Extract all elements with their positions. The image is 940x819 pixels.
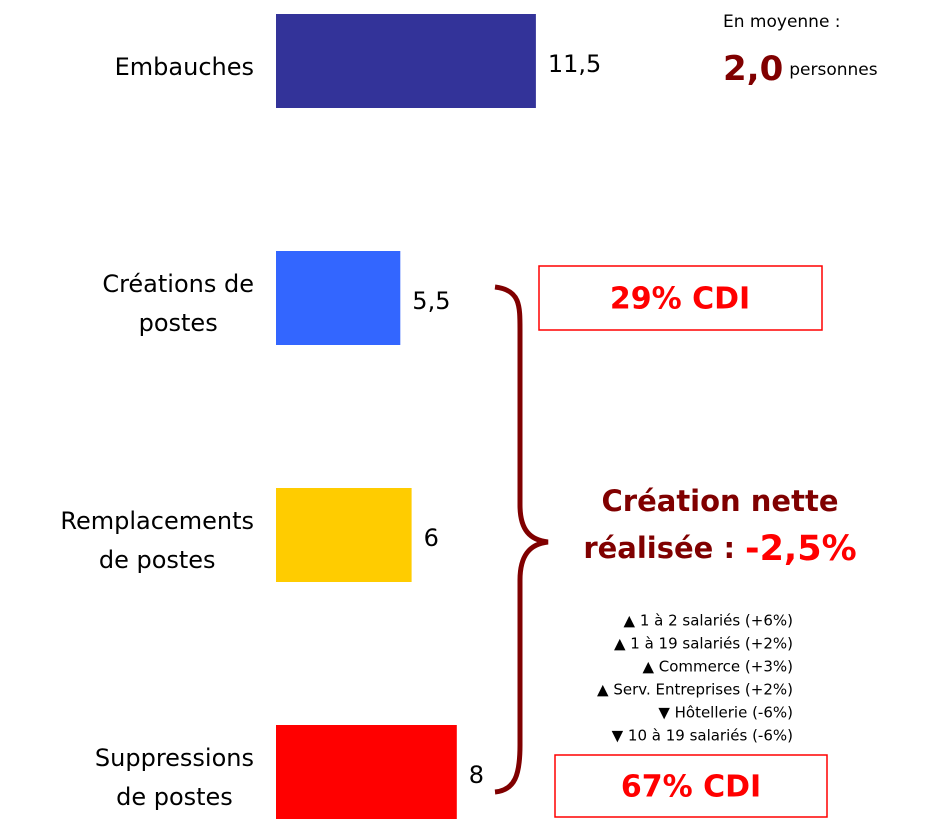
detail: ▲ Serv. Entreprises (+2%) — [597, 681, 793, 699]
brace — [494, 284, 549, 795]
box-text: 29% CDI — [610, 282, 750, 317]
bar — [276, 14, 536, 108]
net-line: réalisée : -2,5% — [583, 529, 856, 569]
value-label: 11,5 — [548, 50, 601, 78]
detail: ▲ 1 à 2 salariés (+6%) — [624, 612, 793, 630]
box — [554, 754, 828, 818]
bar — [276, 488, 412, 582]
box — [538, 265, 823, 331]
average-value: 2,0 — [723, 49, 783, 89]
category-label: Suppressions de postes — [94, 744, 254, 811]
bar — [276, 251, 401, 345]
net-value: -2,5% — [745, 529, 857, 569]
average: 2,0 personnes — [723, 49, 878, 89]
category-label: Embauches — [114, 52, 254, 81]
category-label: Remplacements de postes — [60, 507, 254, 574]
bar — [276, 725, 457, 819]
detail: ▲ 1 à 19 salariés (+2%) — [614, 635, 793, 653]
category-label: Créations de postes — [102, 270, 254, 337]
detail: ▼ Hôtellerie (-6%) — [658, 704, 793, 722]
box-text: 67% CDI — [621, 770, 761, 805]
detail: ▲ Commerce (+3%) — [642, 658, 793, 676]
net-label: réalisée : — [583, 531, 735, 565]
value-label: 6 — [424, 524, 439, 552]
average-label: En moyenne : — [723, 12, 841, 32]
detail: ▼ 10 à 19 salariés (-6%) — [612, 727, 793, 745]
net-line: Création nette — [602, 484, 839, 518]
value-label: 5,5 — [412, 287, 450, 315]
value-label: 8 — [469, 761, 484, 789]
average-unit: personnes — [789, 60, 878, 80]
